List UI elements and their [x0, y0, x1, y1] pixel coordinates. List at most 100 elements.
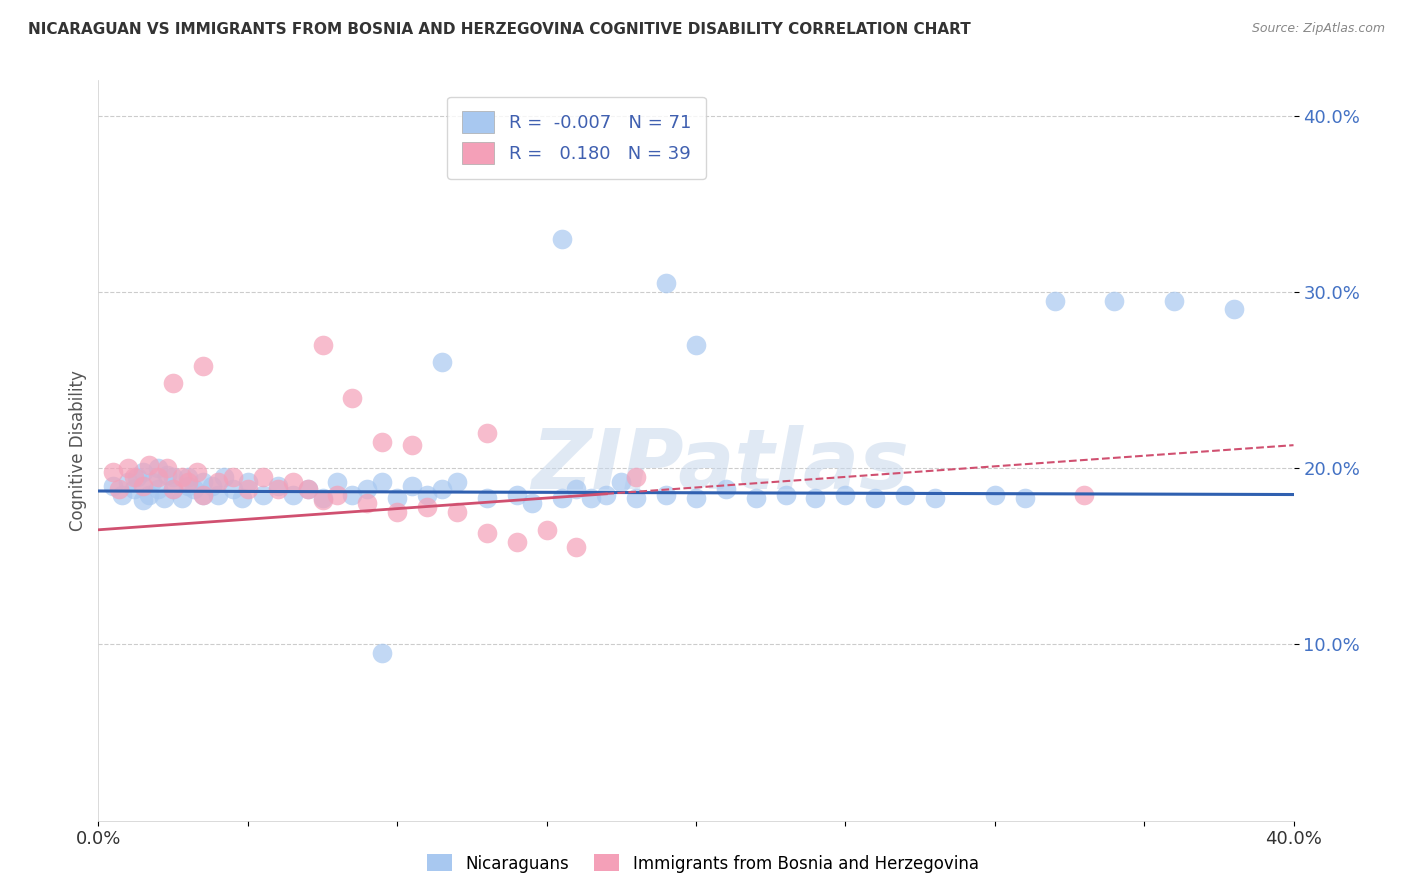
Point: [655, 276, 678, 290]
Point: [177, 479, 200, 493]
Point: [236, 475, 259, 490]
Legend: Nicaraguans, Immigrants from Bosnia and Herzegovina: Nicaraguans, Immigrants from Bosnia and …: [420, 847, 986, 880]
Point: [148, 482, 170, 496]
Point: [1014, 491, 1036, 505]
Text: Source: ZipAtlas.com: Source: ZipAtlas.com: [1251, 22, 1385, 36]
Point: [297, 482, 319, 496]
Point: [191, 487, 214, 501]
Point: [191, 359, 214, 373]
Point: [595, 487, 617, 501]
Point: [162, 482, 184, 496]
Point: [103, 465, 125, 479]
Point: [252, 470, 274, 484]
Point: [138, 487, 160, 501]
Point: [475, 425, 498, 440]
Point: [371, 646, 394, 660]
Point: [162, 482, 184, 496]
Point: [138, 458, 160, 472]
Point: [172, 470, 194, 484]
Point: [626, 470, 648, 484]
Point: [475, 526, 498, 541]
Text: ZIPatlas: ZIPatlas: [531, 425, 908, 506]
Point: [212, 470, 235, 484]
Point: [342, 487, 364, 501]
Point: [162, 376, 184, 391]
Point: [132, 465, 155, 479]
Point: [655, 487, 678, 501]
Point: [550, 232, 572, 246]
Point: [610, 475, 633, 490]
Point: [186, 465, 208, 479]
Point: [834, 487, 856, 501]
Point: [385, 491, 409, 505]
Point: [401, 438, 423, 452]
Point: [550, 491, 572, 505]
Point: [111, 487, 134, 501]
Point: [581, 491, 603, 505]
Point: [446, 505, 468, 519]
Point: [191, 487, 214, 501]
Point: [371, 475, 394, 490]
Point: [191, 475, 214, 490]
Point: [124, 482, 146, 496]
Text: NICARAGUAN VS IMMIGRANTS FROM BOSNIA AND HERZEGOVINA COGNITIVE DISABILITY CORREL: NICARAGUAN VS IMMIGRANTS FROM BOSNIA AND…: [28, 22, 972, 37]
Point: [207, 487, 229, 501]
Point: [626, 491, 648, 505]
Point: [124, 470, 146, 484]
Point: [865, 491, 887, 505]
Point: [430, 482, 453, 496]
Point: [103, 479, 125, 493]
Point: [924, 491, 946, 505]
Point: [297, 482, 319, 496]
Point: [714, 482, 737, 496]
Point: [177, 475, 200, 490]
Point: [475, 491, 498, 505]
Point: [177, 470, 200, 484]
Point: [141, 475, 163, 490]
Point: [162, 470, 184, 484]
Point: [311, 337, 333, 351]
Point: [984, 487, 1007, 501]
Point: [201, 479, 224, 493]
Point: [132, 492, 155, 507]
Point: [1163, 293, 1185, 308]
Point: [127, 470, 149, 484]
Point: [326, 475, 349, 490]
Legend: R =  -0.007   N = 71, R =   0.180   N = 39: R = -0.007 N = 71, R = 0.180 N = 39: [447, 96, 706, 178]
Point: [520, 496, 543, 510]
Point: [222, 482, 245, 496]
Point: [326, 487, 349, 501]
Point: [430, 355, 453, 369]
Point: [281, 487, 304, 501]
Point: [117, 475, 139, 490]
Point: [416, 487, 439, 501]
Point: [565, 541, 588, 555]
Point: [117, 461, 139, 475]
Point: [745, 491, 768, 505]
Point: [416, 500, 439, 514]
Point: [108, 482, 131, 496]
Point: [506, 487, 529, 501]
Point: [356, 482, 378, 496]
Point: [231, 491, 253, 505]
Point: [1223, 302, 1246, 317]
Point: [685, 491, 707, 505]
Point: [1073, 487, 1095, 501]
Point: [148, 470, 170, 484]
Point: [156, 461, 179, 475]
Point: [401, 479, 423, 493]
Point: [775, 487, 797, 501]
Point: [446, 475, 468, 490]
Point: [207, 475, 229, 490]
Point: [172, 491, 194, 505]
Point: [506, 535, 529, 549]
Point: [156, 468, 179, 483]
Point: [132, 479, 155, 493]
Point: [685, 337, 707, 351]
Point: [148, 461, 170, 475]
Point: [311, 492, 333, 507]
Point: [536, 523, 558, 537]
Point: [153, 491, 176, 505]
Point: [342, 391, 364, 405]
Point: [371, 434, 394, 449]
